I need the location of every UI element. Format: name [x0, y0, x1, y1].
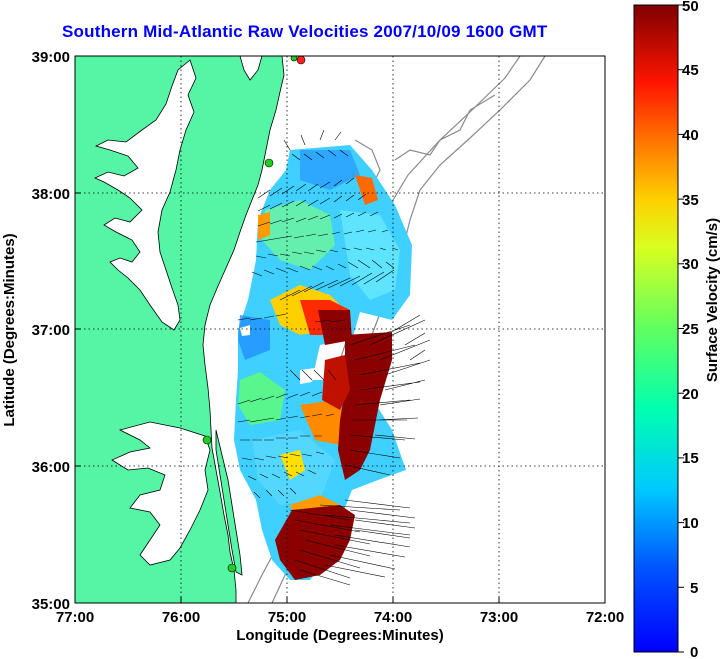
- y-tick-label: 38:00: [32, 186, 70, 203]
- grid-lines: [75, 56, 605, 603]
- y-tick-label: 36:00: [32, 459, 70, 476]
- station-marker: [290, 56, 298, 62]
- colorbar-tick-label: 5: [690, 580, 698, 597]
- y-tick-label: 37:00: [32, 322, 70, 339]
- x-tick-label: 77:00: [56, 609, 94, 626]
- colorbar-tick-label: 10: [682, 515, 699, 532]
- station-marker: [202, 435, 212, 445]
- y-axis: 39:00 38:00 37:00 36:00 35:00 Latitude (…: [1, 49, 70, 613]
- station-marker: [227, 563, 237, 573]
- colorbar-tick-label: 25: [682, 321, 699, 338]
- y-axis-label: Latitude (Degrees:Minutes): [1, 233, 18, 426]
- colorbar-label: Surface Velocity (cm/s): [704, 218, 721, 382]
- land-mass: [75, 56, 285, 603]
- colorbar-tick-label: 50: [682, 0, 699, 15]
- colorbar-gradient: [633, 4, 679, 653]
- y-tick-label: 35:00: [32, 596, 70, 613]
- colorbar-tick-label: 15: [682, 450, 699, 467]
- x-tick-label: 74:00: [374, 609, 412, 626]
- x-tick-label: 75:00: [268, 609, 306, 626]
- velocity-field: [234, 145, 412, 580]
- x-axis-label: Longitude (Degrees:Minutes): [236, 627, 444, 644]
- colorbar-tick-label: 0: [690, 644, 698, 659]
- map-title: Southern Mid-Atlantic Raw Velocities 200…: [62, 22, 548, 41]
- colorbar: 50 45 40 35 30 25 20 15 10 5 0 Surface V…: [633, 0, 721, 659]
- station-markers: [202, 56, 306, 573]
- x-axis: 77:00 76:00 75:00 74:00 73:00 72:00 Long…: [56, 609, 624, 644]
- x-tick-label: 76:00: [162, 609, 200, 626]
- colorbar-tick-label: 45: [682, 62, 699, 79]
- colorbar-tick-label: 35: [682, 192, 699, 209]
- colorbar-tick-label: 20: [682, 386, 699, 403]
- colorbar-tick-label: 40: [682, 127, 699, 144]
- station-marker: [296, 56, 306, 65]
- x-tick-label: 73:00: [480, 609, 518, 626]
- colorbar-tick-label: 30: [682, 256, 699, 273]
- velocity-vectors: [237, 129, 431, 586]
- y-tick-label: 39:00: [32, 49, 70, 66]
- station-marker: [264, 158, 274, 168]
- x-tick-label: 72:00: [586, 609, 624, 626]
